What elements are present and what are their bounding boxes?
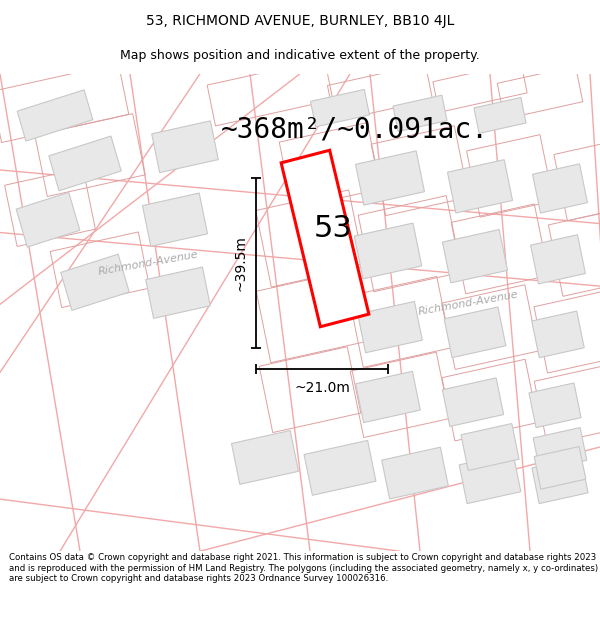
Polygon shape [311,89,370,127]
Polygon shape [533,164,587,213]
Polygon shape [444,307,506,358]
Text: 53: 53 [314,214,352,243]
Polygon shape [448,159,512,213]
Polygon shape [532,457,588,504]
Text: Richmond-Avenue: Richmond-Avenue [417,289,519,317]
Polygon shape [382,447,448,499]
Text: Map shows position and indicative extent of the property.: Map shows position and indicative extent… [120,49,480,62]
Polygon shape [142,193,208,246]
Polygon shape [461,424,519,471]
Polygon shape [356,151,424,205]
Polygon shape [354,223,422,279]
Polygon shape [152,121,218,172]
Polygon shape [356,371,421,423]
Polygon shape [532,311,584,358]
Polygon shape [146,267,211,318]
Text: Contains OS data © Crown copyright and database right 2021. This information is : Contains OS data © Crown copyright and d… [9,554,598,583]
Polygon shape [49,136,121,191]
Polygon shape [281,150,369,327]
Polygon shape [16,192,80,247]
Text: ~368m²/~0.091ac.: ~368m²/~0.091ac. [221,115,489,143]
Polygon shape [533,428,587,471]
Polygon shape [529,383,581,428]
Polygon shape [304,441,376,495]
Polygon shape [61,254,129,311]
Polygon shape [474,98,526,133]
Polygon shape [358,301,422,352]
Text: Richmond-Avenue: Richmond-Avenue [97,250,199,278]
Polygon shape [442,378,503,426]
Text: ~21.0m: ~21.0m [294,381,350,394]
Polygon shape [442,229,508,283]
Polygon shape [459,453,521,504]
Polygon shape [534,446,586,489]
Polygon shape [232,431,299,484]
Polygon shape [17,90,93,141]
Polygon shape [393,95,447,131]
Text: 53, RICHMOND AVENUE, BURNLEY, BB10 4JL: 53, RICHMOND AVENUE, BURNLEY, BB10 4JL [146,14,454,28]
Polygon shape [530,235,586,284]
Text: ~39.5m: ~39.5m [233,235,247,291]
